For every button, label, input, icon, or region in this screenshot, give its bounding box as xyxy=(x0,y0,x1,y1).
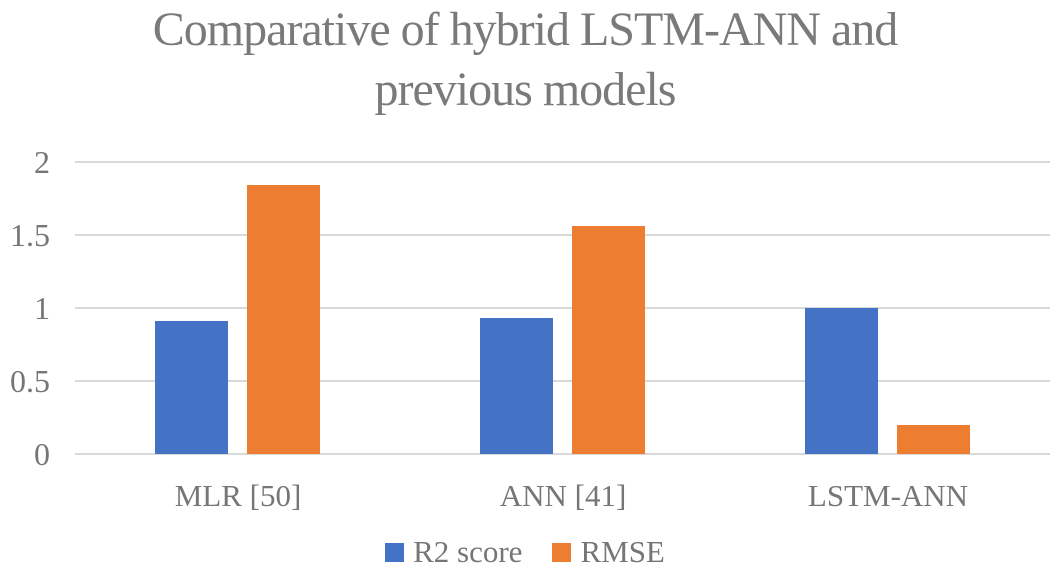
y-tick-label-1-5: 1.5 xyxy=(10,217,50,253)
gridline-2 xyxy=(75,161,1050,163)
legend-item-r2-score: R2 score xyxy=(385,534,522,569)
gridline-1 xyxy=(75,307,1050,309)
chart-title: Comparative of hybrid LSTM-ANN and previ… xyxy=(152,3,899,116)
legend-swatch-r2-score xyxy=(385,542,405,562)
x-category-label-lstm-ann: LSTM-ANN xyxy=(807,478,969,513)
bar-r2-score-lstm-ann xyxy=(805,308,878,454)
legend-item-rmse: RMSE xyxy=(552,534,665,569)
y-tick-label-0: 0 xyxy=(34,436,50,472)
y-tick-label-2: 2 xyxy=(34,144,50,180)
bar-rmse-lstm-ann xyxy=(897,425,970,454)
gridline-1-5 xyxy=(75,234,1050,236)
bar-r2-score-ann-41 xyxy=(480,318,553,454)
legend-swatch-rmse xyxy=(552,542,572,562)
y-tick-label-1: 1 xyxy=(34,290,50,326)
gridline-0-5 xyxy=(75,380,1050,382)
legend-label-rmse: RMSE xyxy=(580,534,665,569)
x-category-label-ann-41: ANN [41] xyxy=(499,478,627,513)
x-category-label-mlr-50: MLR [50] xyxy=(174,478,302,513)
legend: R2 score RMSE xyxy=(0,534,1050,569)
bar-rmse-ann-41 xyxy=(572,226,645,454)
legend-label-r2-score: R2 score xyxy=(413,534,523,569)
y-tick-label-0-5: 0.5 xyxy=(10,363,50,399)
bar-rmse-mlr-50 xyxy=(247,185,320,454)
bar-r2-score-mlr-50 xyxy=(155,321,228,454)
gridline-0 xyxy=(75,453,1050,455)
